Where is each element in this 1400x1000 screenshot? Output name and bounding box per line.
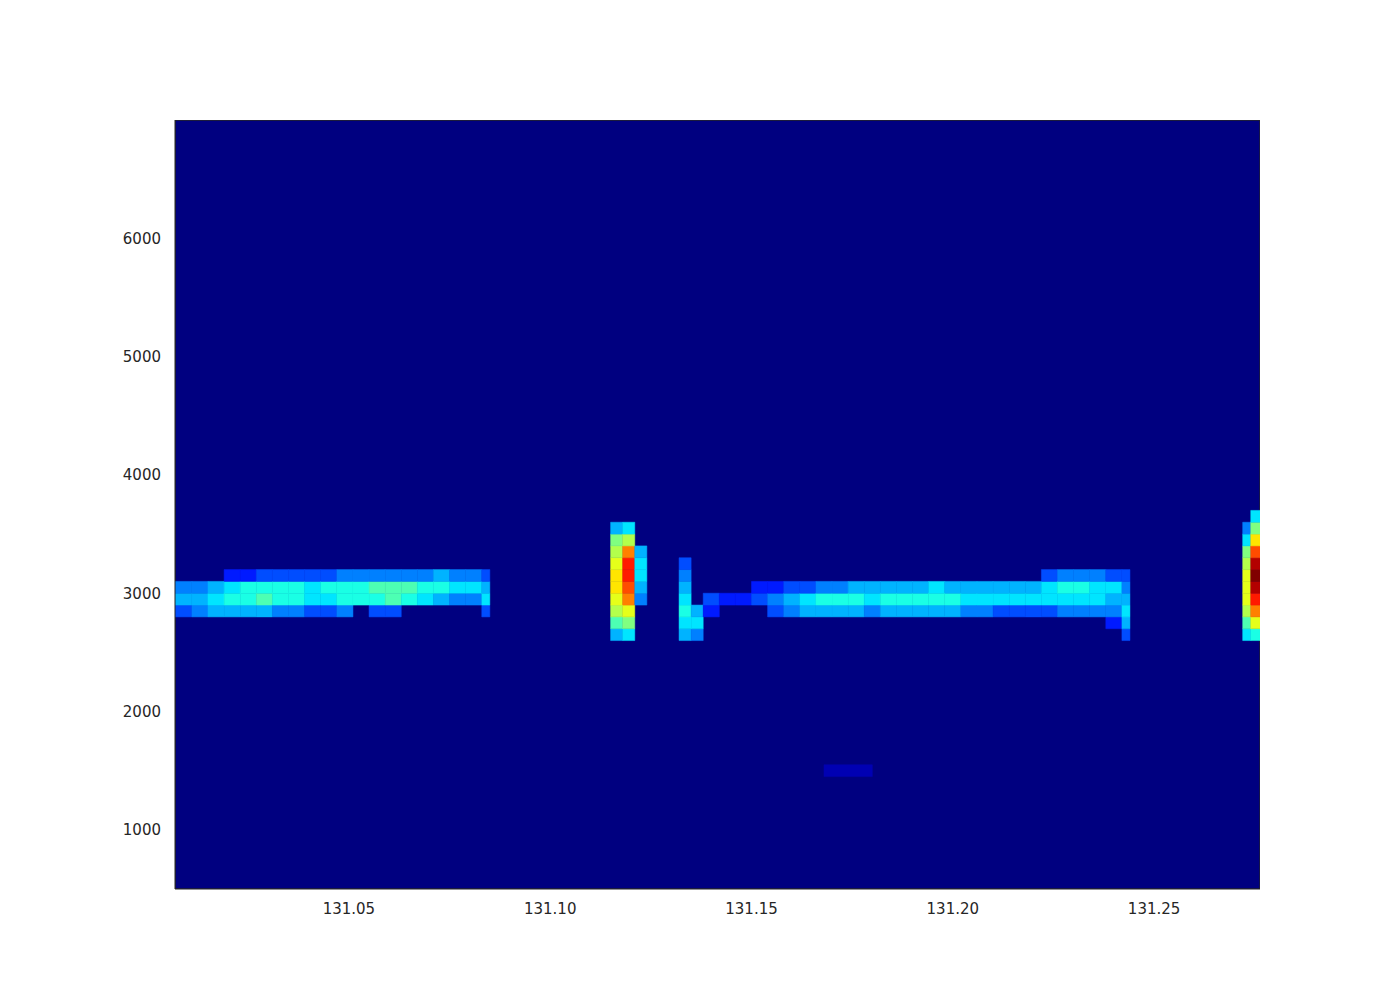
svg-text:131.20: 131.20 — [927, 900, 980, 918]
svg-text:2000: 2000 — [123, 703, 161, 721]
svg-text:131.05: 131.05 — [323, 900, 376, 918]
svg-text:4000: 4000 — [123, 466, 161, 484]
svg-text:1000: 1000 — [123, 821, 161, 839]
svg-text:5000: 5000 — [123, 348, 161, 366]
svg-text:131.10: 131.10 — [524, 900, 577, 918]
svg-text:6000: 6000 — [123, 230, 161, 248]
svg-text:131.15: 131.15 — [725, 900, 778, 918]
svg-text:3000: 3000 — [123, 585, 161, 603]
svg-text:131.25: 131.25 — [1128, 900, 1181, 918]
